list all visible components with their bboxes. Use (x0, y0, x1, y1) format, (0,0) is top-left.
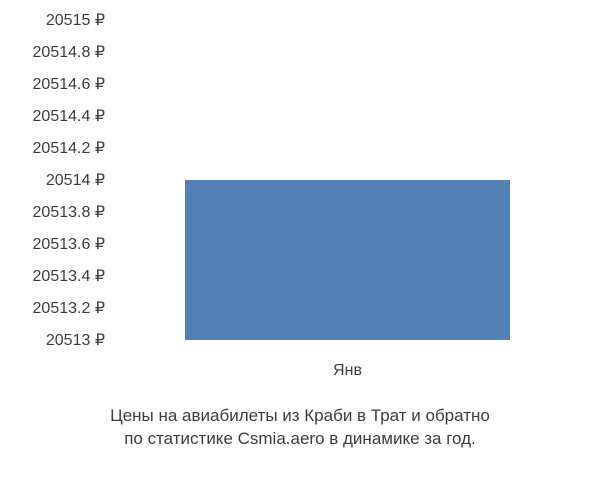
caption-line-1: Цены на авиабилеты из Краби в Трат и обр… (0, 405, 600, 428)
chart-caption: Цены на авиабилеты из Краби в Трат и обр… (0, 405, 600, 451)
y-tick-label: 20514.8 ₽ (0, 42, 105, 62)
y-tick-label: 20513.8 ₽ (0, 202, 105, 222)
y-tick-label: 20513 ₽ (0, 330, 105, 350)
y-tick-label: 20514.4 ₽ (0, 106, 105, 126)
y-tick-label: 20515 ₽ (0, 10, 105, 30)
bar (185, 180, 511, 340)
y-tick-label: 20514.2 ₽ (0, 138, 105, 158)
y-tick-label: 20514 ₽ (0, 170, 105, 190)
y-tick-label: 20513.4 ₽ (0, 266, 105, 286)
plot-area (115, 20, 580, 340)
y-tick-label: 20513.2 ₽ (0, 298, 105, 318)
y-tick-label: 20513.6 ₽ (0, 234, 105, 254)
y-tick-label: 20514.6 ₽ (0, 74, 105, 94)
x-tick-label: Янв (333, 362, 362, 380)
caption-line-2: по статистике Csmia.aero в динамике за г… (0, 428, 600, 451)
